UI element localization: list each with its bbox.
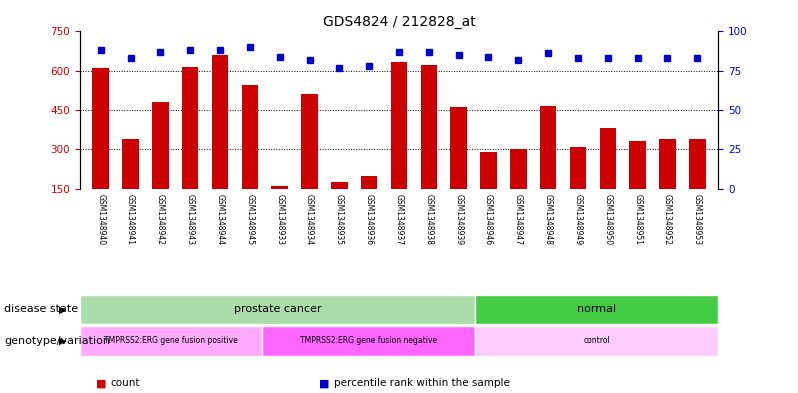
Text: GSM1348950: GSM1348950 bbox=[603, 193, 612, 245]
Text: prostate cancer: prostate cancer bbox=[234, 305, 322, 314]
Bar bbox=[242, 85, 258, 189]
Bar bbox=[361, 176, 377, 189]
Text: GSM1348934: GSM1348934 bbox=[305, 193, 314, 245]
Text: GSM1348947: GSM1348947 bbox=[514, 193, 523, 245]
Bar bbox=[540, 106, 556, 189]
Bar bbox=[211, 55, 228, 189]
Text: ■: ■ bbox=[319, 378, 330, 388]
Bar bbox=[271, 186, 288, 189]
Bar bbox=[630, 141, 646, 189]
Bar bbox=[450, 107, 467, 189]
Text: GSM1348945: GSM1348945 bbox=[245, 193, 255, 245]
Text: ▶: ▶ bbox=[58, 336, 66, 346]
Text: GSM1348936: GSM1348936 bbox=[365, 193, 373, 245]
Text: TMPRSS2:ERG gene fusion positive: TMPRSS2:ERG gene fusion positive bbox=[104, 336, 238, 345]
Text: GSM1348935: GSM1348935 bbox=[335, 193, 344, 245]
Text: control: control bbox=[583, 336, 610, 345]
Bar bbox=[391, 62, 407, 189]
Bar bbox=[480, 152, 496, 189]
Text: GSM1348937: GSM1348937 bbox=[394, 193, 404, 245]
Text: ■: ■ bbox=[96, 378, 106, 388]
Text: TMPRSS2:ERG gene fusion negative: TMPRSS2:ERG gene fusion negative bbox=[300, 336, 437, 345]
Text: ▶: ▶ bbox=[58, 305, 66, 314]
Bar bbox=[689, 139, 705, 189]
Text: percentile rank within the sample: percentile rank within the sample bbox=[334, 378, 509, 388]
Text: GSM1348943: GSM1348943 bbox=[186, 193, 195, 245]
Text: GSM1348933: GSM1348933 bbox=[275, 193, 284, 245]
Text: genotype/variation: genotype/variation bbox=[4, 336, 110, 346]
Text: GSM1348946: GSM1348946 bbox=[484, 193, 493, 245]
Bar bbox=[302, 94, 318, 189]
Text: GSM1348938: GSM1348938 bbox=[425, 193, 433, 244]
Text: GSM1348939: GSM1348939 bbox=[454, 193, 463, 245]
Title: GDS4824 / 212828_at: GDS4824 / 212828_at bbox=[322, 15, 476, 29]
Text: GSM1348951: GSM1348951 bbox=[633, 193, 642, 244]
Bar bbox=[182, 67, 199, 189]
Bar bbox=[122, 139, 139, 189]
Bar bbox=[80, 295, 475, 324]
Text: GSM1348942: GSM1348942 bbox=[156, 193, 165, 244]
Bar bbox=[599, 129, 616, 189]
Bar bbox=[93, 68, 109, 189]
Text: disease state: disease state bbox=[4, 305, 78, 314]
Text: GSM1348941: GSM1348941 bbox=[126, 193, 135, 244]
Text: GSM1348940: GSM1348940 bbox=[97, 193, 105, 245]
Bar bbox=[80, 326, 263, 356]
Bar bbox=[331, 182, 348, 189]
Text: GSM1348952: GSM1348952 bbox=[663, 193, 672, 244]
Bar bbox=[570, 147, 587, 189]
Bar bbox=[510, 149, 527, 189]
Bar bbox=[475, 326, 718, 356]
Text: GSM1348949: GSM1348949 bbox=[574, 193, 583, 245]
Text: GSM1348953: GSM1348953 bbox=[693, 193, 701, 245]
Bar bbox=[475, 295, 718, 324]
Text: count: count bbox=[110, 378, 140, 388]
Text: GSM1348948: GSM1348948 bbox=[543, 193, 553, 244]
Text: normal: normal bbox=[577, 305, 616, 314]
Bar bbox=[152, 102, 168, 189]
Text: GSM1348944: GSM1348944 bbox=[215, 193, 224, 245]
Bar bbox=[263, 326, 475, 356]
Bar bbox=[421, 66, 437, 189]
Bar bbox=[659, 139, 676, 189]
